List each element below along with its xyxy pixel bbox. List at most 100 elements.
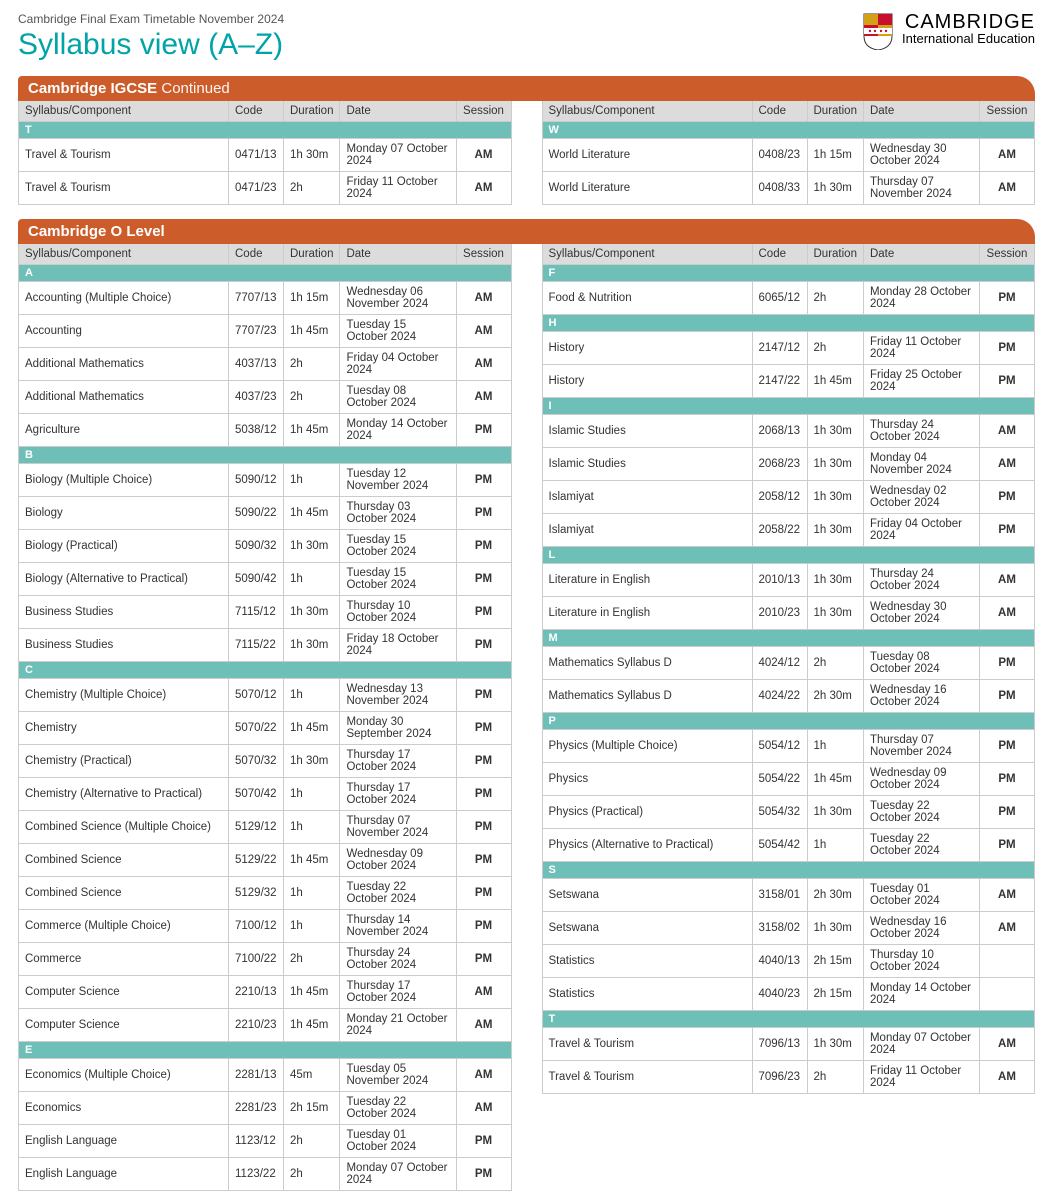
exam-row: Economics (Multiple Choice) 2281/13 45m … [19,1059,512,1092]
exam-row: Setswana 3158/02 1h 30m Wednesday 16 Oct… [542,912,1035,945]
letter-row: B [19,447,512,464]
letter-cell: A [19,265,512,282]
exam-row: History 2147/22 1h 45m Friday 25 October… [542,365,1035,398]
cell-date: Monday 21 October 2024 [340,1009,456,1042]
letter-row: I [542,398,1035,415]
cell-code: 2281/23 [229,1092,284,1125]
cell-syllabus: Chemistry [19,712,229,745]
cell-date: Thursday 07 November 2024 [340,811,456,844]
cell-session: PM [456,596,511,629]
cell-duration: 1h 45m [284,414,340,447]
cell-syllabus: Physics [542,763,752,796]
exam-row: History 2147/12 2h Friday 11 October 202… [542,332,1035,365]
cell-syllabus: Physics (Multiple Choice) [542,730,752,763]
letter-cell: B [19,447,512,464]
exam-table: Syllabus/Component Code Duration Date Se… [18,101,512,205]
exam-row: Biology (Practical) 5090/32 1h 30m Tuesd… [19,530,512,563]
cell-date: Thursday 24 October 2024 [863,564,979,597]
cell-code: 5090/12 [229,464,284,497]
cell-duration: 1h [284,877,340,910]
section-columns: Syllabus/Component Code Duration Date Se… [18,244,1035,1191]
cell-session: AM [456,1092,511,1125]
cell-code: 7707/13 [229,282,284,315]
cell-syllabus: Mathematics Syllabus D [542,647,752,680]
cell-code: 0408/33 [752,172,807,205]
cell-duration: 2h [284,172,340,205]
cell-code: 4024/12 [752,647,807,680]
cell-session: AM [980,879,1035,912]
cell-syllabus: Computer Science [19,1009,229,1042]
cell-syllabus: Physics (Practical) [542,796,752,829]
cell-syllabus: Agriculture [19,414,229,447]
cell-duration: 1h 30m [807,481,863,514]
cell-date: Tuesday 01 October 2024 [863,879,979,912]
cell-code: 5070/22 [229,712,284,745]
cell-code: 5054/32 [752,796,807,829]
cell-syllabus: Accounting (Multiple Choice) [19,282,229,315]
cell-session: EV [980,978,1035,1011]
letter-cell: E [19,1042,512,1059]
cell-code: 3158/02 [752,912,807,945]
cell-code: 5070/42 [229,778,284,811]
cell-session: PM [456,778,511,811]
exam-row: Chemistry 5070/22 1h 45m Monday 30 Septe… [19,712,512,745]
exam-row: Agriculture 5038/12 1h 45m Monday 14 Oct… [19,414,512,447]
cell-duration: 1h 30m [807,796,863,829]
cell-date: Monday 30 September 2024 [340,712,456,745]
cell-syllabus: Additional Mathematics [19,348,229,381]
exam-row: Setswana 3158/01 2h 30m Tuesday 01 Octob… [542,879,1035,912]
cell-session: PM [456,745,511,778]
cell-session: PM [980,647,1035,680]
cell-duration: 1h [807,829,863,862]
cell-syllabus: English Language [19,1125,229,1158]
cell-date: Monday 14 October 2024 [340,414,456,447]
col-date: Date [340,101,456,122]
cell-date: Thursday 07 November 2024 [863,730,979,763]
cell-date: Wednesday 09 October 2024 [863,763,979,796]
exam-row: Commerce (Multiple Choice) 7100/12 1h Th… [19,910,512,943]
cell-date: Wednesday 16 October 2024 [863,912,979,945]
cell-session: PM [456,414,511,447]
cell-date: Thursday 17 October 2024 [340,778,456,811]
cell-date: Tuesday 22 October 2024 [340,877,456,910]
cell-code: 1123/12 [229,1125,284,1158]
exam-row: Literature in English 2010/23 1h 30m Wed… [542,597,1035,630]
exam-row: Chemistry (Practical) 5070/32 1h 30m Thu… [19,745,512,778]
cell-syllabus: Travel & Tourism [19,139,229,172]
exam-table: Syllabus/Component Code Duration Date Se… [542,101,1036,205]
cell-syllabus: Commerce [19,943,229,976]
exam-row: Travel & Tourism 0471/13 1h 30m Monday 0… [19,139,512,172]
cell-code: 2210/23 [229,1009,284,1042]
cell-date: Thursday 17 October 2024 [340,745,456,778]
cell-date: Wednesday 06 November 2024 [340,282,456,315]
cell-syllabus: Travel & Tourism [542,1061,752,1094]
cell-code: 2147/22 [752,365,807,398]
cell-duration: 1h 30m [807,514,863,547]
cell-duration: 1h 30m [284,530,340,563]
cell-session: PM [456,497,511,530]
exam-row: Statistics 4040/13 2h 15m Thursday 10 Oc… [542,945,1035,978]
letter-cell: S [542,862,1035,879]
cell-date: Monday 07 October 2024 [863,1028,979,1061]
exam-row: Mathematics Syllabus D 4024/22 2h 30m We… [542,680,1035,713]
exam-row: Mathematics Syllabus D 4024/12 2h Tuesda… [542,647,1035,680]
cell-date: Thursday 03 October 2024 [340,497,456,530]
cell-duration: 1h 30m [807,1028,863,1061]
cell-date: Wednesday 09 October 2024 [340,844,456,877]
cell-duration: 1h 30m [284,629,340,662]
table-header-row: Syllabus/Component Code Duration Date Se… [19,101,512,122]
cell-syllabus: Literature in English [542,597,752,630]
cell-date: Tuesday 12 November 2024 [340,464,456,497]
exam-row: Combined Science 5129/32 1h Tuesday 22 O… [19,877,512,910]
exam-row: Computer Science 2210/23 1h 45m Monday 2… [19,1009,512,1042]
cell-code: 7707/23 [229,315,284,348]
exam-row: Additional Mathematics 4037/13 2h Friday… [19,348,512,381]
cell-date: Wednesday 02 October 2024 [863,481,979,514]
cell-duration: 2h [807,1061,863,1094]
cell-duration: 1h 30m [807,415,863,448]
cell-code: 7096/13 [752,1028,807,1061]
letter-cell: C [19,662,512,679]
cell-duration: 1h 45m [284,844,340,877]
letter-cell: F [542,265,1035,282]
exam-row: Biology (Alternative to Practical) 5090/… [19,563,512,596]
